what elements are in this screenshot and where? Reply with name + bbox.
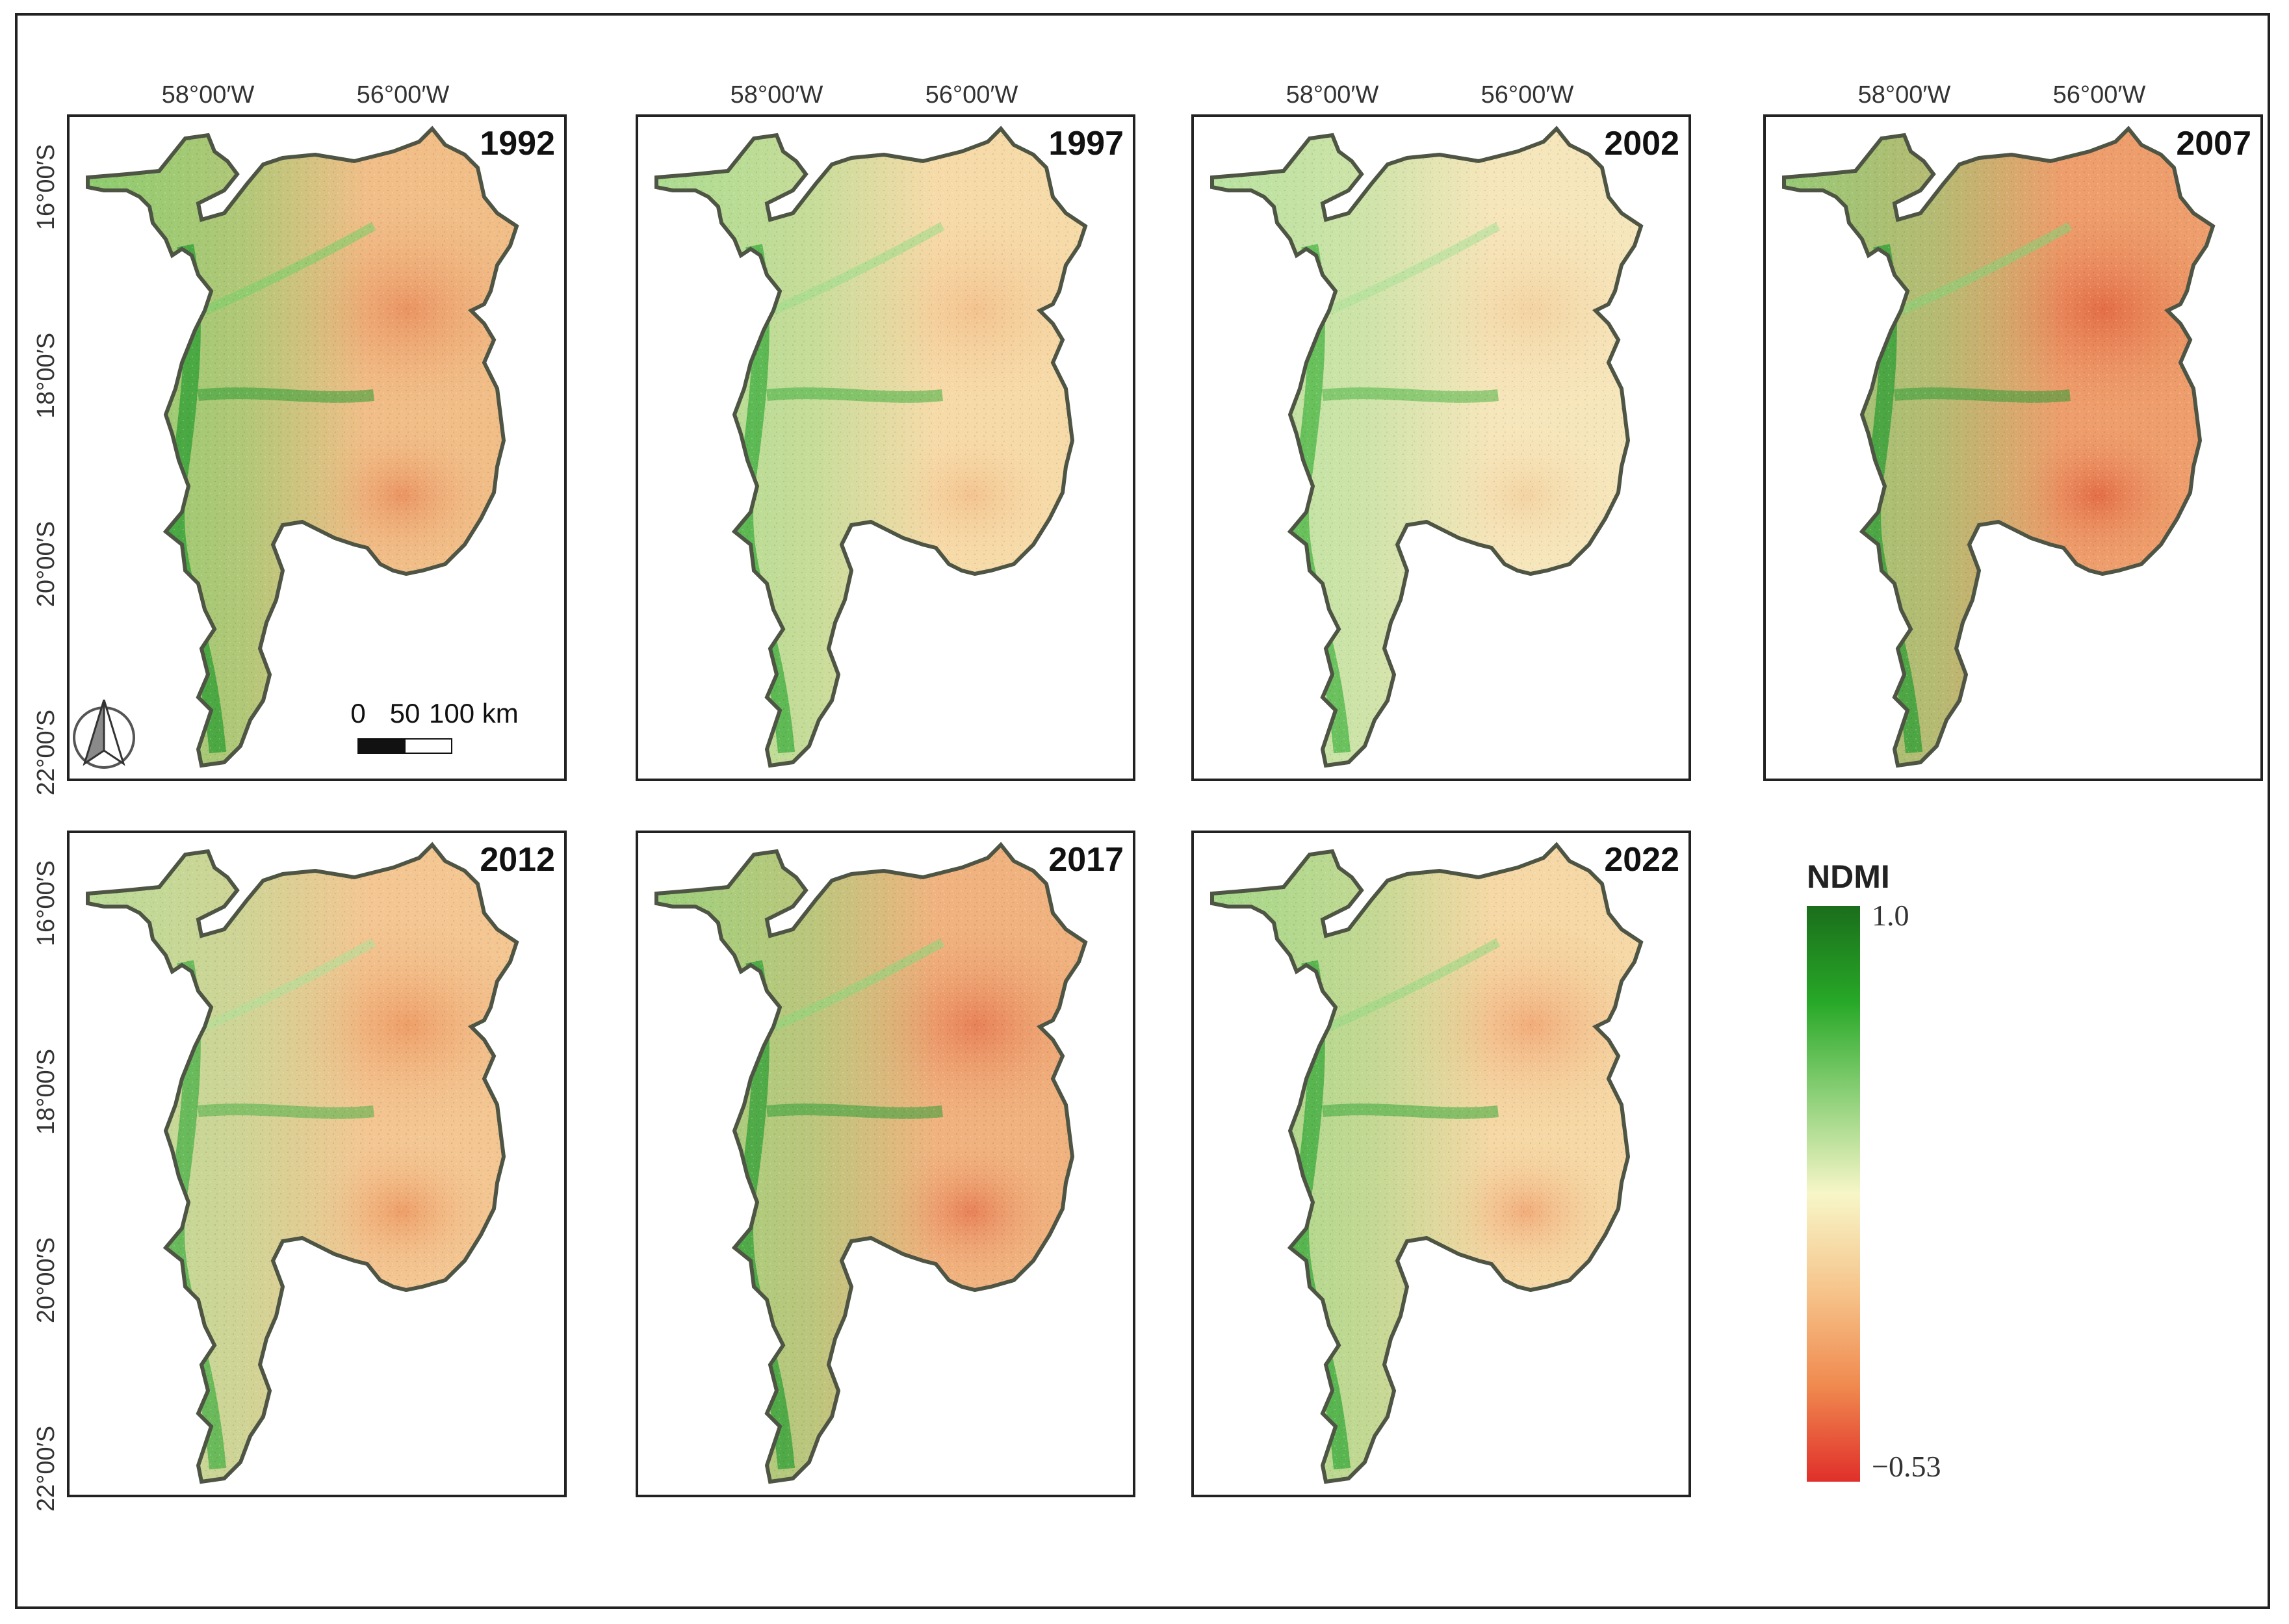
north-arrow-icon [73, 699, 135, 769]
legend-max-label: 1.0 [1872, 899, 1909, 932]
panel-year-label: 2017 [1048, 841, 1124, 879]
scale-bar-label: 100 km [429, 698, 519, 728]
latitude-label: 22°00′S [32, 1426, 60, 1512]
longitude-label: 56°00′W [1481, 81, 1574, 109]
map-panel-2012: 2012 16°00′S 18°00′S 20°00′S 22°00′S [32, 831, 567, 1512]
legend-color-ramp [1807, 906, 1860, 1482]
figure-frame [15, 13, 2270, 1609]
latitude-label: 16°00′S [32, 144, 60, 230]
map-panel-1997: 1997 58°00′W 56°00′W [636, 81, 1135, 781]
longitude-label: 58°00′W [1286, 81, 1379, 109]
map-panel-2017: 2017 [636, 831, 1135, 1497]
latitude-label: 20°00′S [32, 521, 60, 607]
latitude-label: 18°00′S [32, 333, 60, 419]
latitude-label: 16°00′S [32, 860, 60, 946]
scale-bar: 0 50 100 km [350, 698, 519, 754]
map-panel-2007: 2007 58°00′W 56°00′W [1763, 81, 2263, 781]
scale-bar-label: 0 [350, 698, 365, 728]
map-panel-2002: 2002 58°00′W 56°00′W [1191, 81, 1691, 781]
panel-year-label: 2012 [480, 841, 555, 879]
ndmi-legend: NDMI 1.0 −0.53 [1807, 858, 1941, 1483]
longitude-label: 56°00′W [2053, 81, 2146, 109]
latitude-label: 18°00′S [32, 1049, 60, 1135]
panel-year-label: 1992 [480, 125, 555, 162]
latitude-label: 20°00′S [32, 1237, 60, 1323]
longitude-label: 58°00′W [1858, 81, 1951, 109]
legend-title: NDMI [1807, 858, 1890, 895]
longitude-label: 56°00′W [357, 81, 450, 109]
legend-min-label: −0.53 [1872, 1450, 1941, 1483]
longitude-label: 58°00′W [731, 81, 823, 109]
latitude-label: 22°00′S [32, 710, 60, 795]
scale-bar-label: 50 [390, 698, 420, 728]
longitude-label: 56°00′W [925, 81, 1018, 109]
longitude-label: 58°00′W [162, 81, 255, 109]
panel-year-label: 2022 [1604, 841, 1679, 879]
map-panel-2022: 2022 [1191, 831, 1691, 1497]
panel-year-label: 1997 [1048, 125, 1124, 162]
panel-year-label: 2007 [2176, 125, 2251, 162]
map-panel-1992: 1992 58°00′W 56°00′W 16°00′S 18°00′S 20°00′S 2… [32, 81, 567, 795]
panel-year-label: 2002 [1604, 125, 1679, 162]
